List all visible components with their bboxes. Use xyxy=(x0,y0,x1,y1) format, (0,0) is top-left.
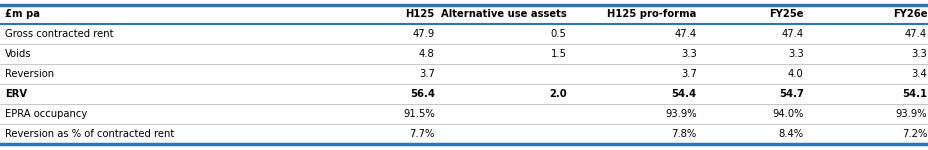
Text: 93.9%: 93.9% xyxy=(664,109,696,119)
Text: Reversion: Reversion xyxy=(5,69,54,79)
Text: 0.5: 0.5 xyxy=(550,29,566,39)
Text: Voids: Voids xyxy=(5,49,32,59)
Text: 3.7: 3.7 xyxy=(680,69,696,79)
Text: 91.5%: 91.5% xyxy=(403,109,434,119)
Text: FY25e: FY25e xyxy=(768,9,803,20)
Text: FY26e: FY26e xyxy=(892,9,926,20)
Text: 2.0: 2.0 xyxy=(548,89,566,99)
Text: H125 pro-forma: H125 pro-forma xyxy=(607,9,696,20)
Text: £m pa: £m pa xyxy=(5,9,40,20)
Text: 54.1: 54.1 xyxy=(901,89,926,99)
Text: 7.7%: 7.7% xyxy=(409,129,434,139)
Text: 1.5: 1.5 xyxy=(550,49,566,59)
Text: 47.9: 47.9 xyxy=(412,29,434,39)
Text: 3.7: 3.7 xyxy=(419,69,434,79)
Text: 54.4: 54.4 xyxy=(671,89,696,99)
Text: Gross contracted rent: Gross contracted rent xyxy=(5,29,113,39)
Text: 3.3: 3.3 xyxy=(910,49,926,59)
Text: 93.9%: 93.9% xyxy=(895,109,926,119)
Text: 54.7: 54.7 xyxy=(778,89,803,99)
Text: 7.8%: 7.8% xyxy=(671,129,696,139)
Text: 3.3: 3.3 xyxy=(787,49,803,59)
Text: 4.8: 4.8 xyxy=(419,49,434,59)
Text: 8.4%: 8.4% xyxy=(778,129,803,139)
Text: 3.4: 3.4 xyxy=(910,69,926,79)
Text: 7.2%: 7.2% xyxy=(901,129,926,139)
Text: 94.0%: 94.0% xyxy=(771,109,803,119)
Text: 3.3: 3.3 xyxy=(680,49,696,59)
Text: H125: H125 xyxy=(406,9,434,20)
Text: 56.4: 56.4 xyxy=(409,89,434,99)
Text: 47.4: 47.4 xyxy=(674,29,696,39)
Text: 4.0: 4.0 xyxy=(787,69,803,79)
Text: Alternative use assets: Alternative use assets xyxy=(441,9,566,20)
Text: ERV: ERV xyxy=(5,89,27,99)
Text: 47.4: 47.4 xyxy=(904,29,926,39)
Text: 47.4: 47.4 xyxy=(780,29,803,39)
Text: EPRA occupancy: EPRA occupancy xyxy=(5,109,87,119)
Text: Reversion as % of contracted rent: Reversion as % of contracted rent xyxy=(5,129,174,139)
